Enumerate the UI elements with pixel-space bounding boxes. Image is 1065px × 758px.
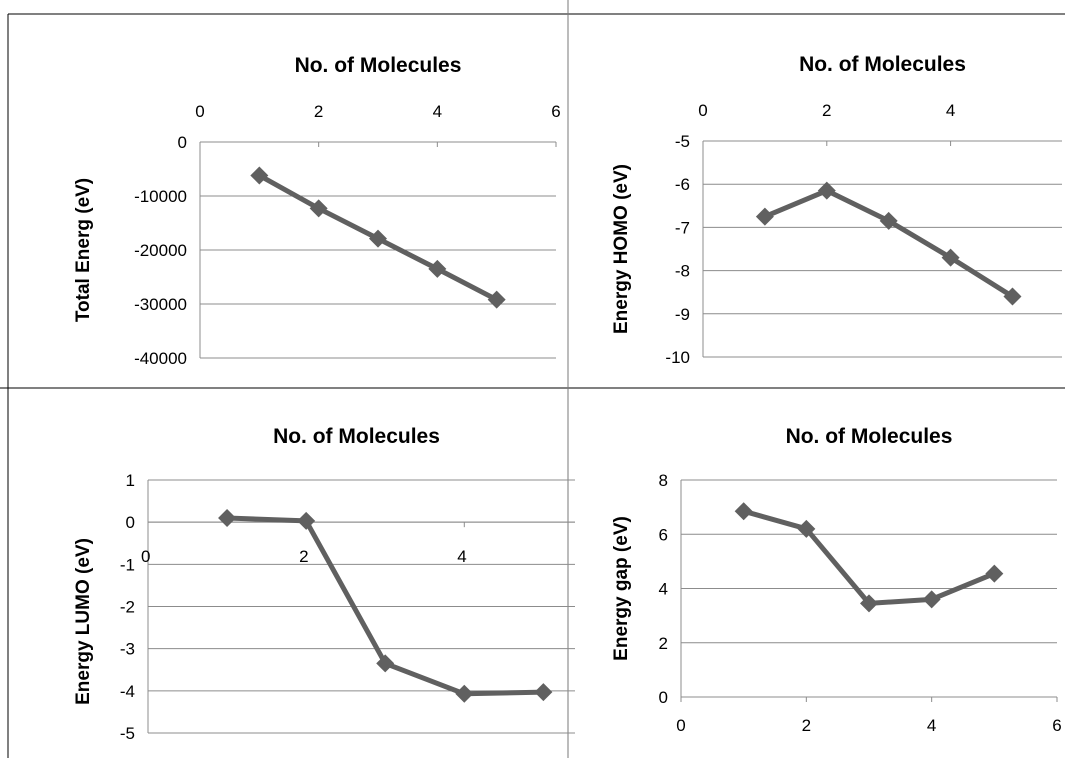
data-point-marker xyxy=(309,199,328,218)
y-tick-label: -1 xyxy=(120,555,135,574)
data-point-marker xyxy=(455,684,474,703)
x-tick-label: 0 xyxy=(698,101,707,120)
y-tick-label: -3 xyxy=(120,640,135,659)
data-point-marker xyxy=(376,654,395,673)
x-tick-label: 2 xyxy=(802,716,811,735)
y-tick-label: -9 xyxy=(675,305,690,324)
data-point-marker xyxy=(250,166,269,185)
y-tick-label: -30000 xyxy=(134,295,187,314)
data-point-marker xyxy=(860,594,878,613)
data-point-marker xyxy=(734,502,753,521)
y-tick-label: 1 xyxy=(126,471,135,490)
data-point-marker xyxy=(922,590,941,609)
data-point-marker xyxy=(941,248,960,267)
x-tick-label: 2 xyxy=(299,547,308,566)
y-axis-label: Total Energ (eV) xyxy=(73,178,94,322)
y-axis-label: Energy HOMO (eV) xyxy=(611,164,632,334)
data-point-marker xyxy=(879,211,898,230)
chart-title: No. of Molecules xyxy=(273,425,440,448)
x-tick-label: 0 xyxy=(676,716,685,735)
y-tick-label: -6 xyxy=(675,175,690,194)
data-point-marker xyxy=(369,229,387,248)
y-tick-label: -10 xyxy=(665,348,690,367)
y-axis-label: Energy LUMO (eV) xyxy=(73,538,94,705)
y-tick-label: 8 xyxy=(659,471,668,490)
data-point-marker xyxy=(755,207,774,226)
y-tick-label: -2 xyxy=(120,598,135,617)
chart-title: No. of Molecules xyxy=(295,54,462,77)
y-tick-label: -10000 xyxy=(134,187,187,206)
data-point-marker xyxy=(487,290,506,309)
x-tick-label: 4 xyxy=(433,102,442,121)
y-tick-label: 0 xyxy=(126,513,135,532)
chart-title: No. of Molecules xyxy=(799,53,966,76)
data-point-marker xyxy=(534,683,553,702)
chart-title: No. of Molecules xyxy=(786,425,953,448)
y-tick-label: 4 xyxy=(659,580,668,599)
y-tick-label: 0 xyxy=(659,688,668,707)
x-tick-label: 2 xyxy=(314,102,323,121)
y-tick-label: -5 xyxy=(120,724,135,743)
data-point-marker xyxy=(218,508,237,527)
y-tick-label: 2 xyxy=(659,634,668,653)
data-point-marker xyxy=(1003,287,1022,306)
x-tick-label: 0 xyxy=(141,547,150,566)
data-point-marker xyxy=(817,181,836,200)
y-tick-label: -20000 xyxy=(134,241,187,260)
x-tick-label: 0 xyxy=(195,102,204,121)
x-tick-label: 4 xyxy=(946,101,955,120)
x-tick-label: 6 xyxy=(551,102,560,121)
y-tick-label: 0 xyxy=(178,133,187,152)
y-axis-label: Energy gap (eV) xyxy=(611,516,632,661)
x-tick-label: 2 xyxy=(822,101,831,120)
x-tick-label: 6 xyxy=(1052,716,1061,735)
data-point-marker xyxy=(297,511,316,530)
y-tick-label: -5 xyxy=(675,132,690,151)
data-point-marker xyxy=(428,259,447,278)
data-point-marker xyxy=(797,519,816,538)
y-tick-label: -40000 xyxy=(134,349,187,368)
data-point-marker xyxy=(985,564,1004,583)
x-tick-label: 4 xyxy=(457,547,466,566)
series-line xyxy=(742,508,996,606)
y-tick-label: -4 xyxy=(120,682,135,701)
y-tick-label: -8 xyxy=(675,262,690,281)
x-tick-label: 4 xyxy=(927,716,936,735)
y-tick-label: 6 xyxy=(659,525,668,544)
y-tick-label: -7 xyxy=(675,218,690,237)
